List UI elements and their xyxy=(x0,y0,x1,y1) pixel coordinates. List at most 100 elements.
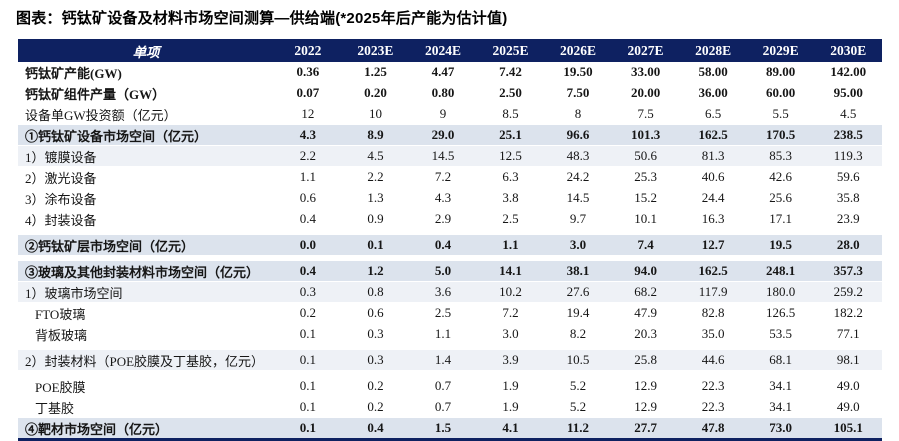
cell: 81.3 xyxy=(679,145,747,167)
market-size-table: 单项 2022 2023E 2024E 2025E 2026E 2027E 2028E 2029… xyxy=(18,39,882,441)
cell: 27.6 xyxy=(544,281,612,303)
table-row: ③玻璃及其他封装材料市场空间（亿元） 0.4 1.2 5.0 14.1 38.1 94.0 1… xyxy=(18,261,882,282)
cell: 5.2 xyxy=(544,396,612,418)
cell: 5.5 xyxy=(746,103,815,125)
cell: 47.8 xyxy=(679,417,747,441)
cell: 1.25 xyxy=(341,62,410,83)
spacer-cell xyxy=(18,370,882,376)
cell: 33.00 xyxy=(611,62,680,83)
cell: 1.9 xyxy=(476,396,545,418)
table-row: 丁基胶 0.1 0.2 0.7 1.9 5.2 12.9 22.3 34.1 49.0 xyxy=(18,396,882,418)
row-label: FTO玻璃 xyxy=(18,302,275,324)
cell: 0.4 xyxy=(274,208,342,230)
table-row: 1）玻璃市场空间 0.3 0.8 3.6 10.2 27.6 68.2 117.9 180.0 2… xyxy=(18,281,882,303)
cell: 142.00 xyxy=(814,62,882,83)
table-header-row: 单项 2022 2023E 2024E 2025E 2026E 2027E 2028E 2029… xyxy=(18,39,882,62)
cell: 2.50 xyxy=(476,82,545,104)
cell: 29.0 xyxy=(409,124,477,146)
cell: 182.2 xyxy=(814,302,882,324)
cell: 12 xyxy=(274,103,342,125)
cell: 0.4 xyxy=(409,235,477,256)
row-label: POE胶膜 xyxy=(18,376,275,397)
column-header-year: 2026E xyxy=(544,39,612,62)
cell: 19.50 xyxy=(544,62,612,83)
row-label: ③玻璃及其他封装材料市场空间（亿元） xyxy=(18,261,275,282)
cell: 36.00 xyxy=(679,82,747,104)
row-label: 背板玻璃 xyxy=(18,323,275,345)
cell: 22.3 xyxy=(679,376,747,397)
cell: 24.2 xyxy=(544,166,612,188)
cell: 68.1 xyxy=(746,350,815,371)
row-label: 3）涂布设备 xyxy=(18,187,275,209)
table-row: 3）涂布设备 0.6 1.3 4.3 3.8 14.5 15.2 24.4 25.6 35.8 xyxy=(18,187,882,209)
table-row: 2）激光设备 1.1 2.2 7.2 6.3 24.2 25.3 40.6 42.6 59.6 xyxy=(18,166,882,188)
row-label: 钙钛矿组件产量（GW） xyxy=(18,82,275,104)
cell: 50.6 xyxy=(611,145,680,167)
cell: 82.8 xyxy=(679,302,747,324)
cell: 94.0 xyxy=(611,261,680,282)
cell: 12.9 xyxy=(611,376,680,397)
cell: 53.5 xyxy=(746,323,815,345)
column-header-year: 2030E xyxy=(814,39,882,62)
cell: 1.1 xyxy=(409,323,477,345)
table-row: 设备单GW投资额（亿元） 12 10 9 8.5 8 7.5 6.5 5.5 4.5 xyxy=(18,103,882,125)
cell: 8.5 xyxy=(476,103,545,125)
cell: 12.5 xyxy=(476,145,545,167)
cell: 180.0 xyxy=(746,281,815,303)
cell: 3.9 xyxy=(476,350,545,371)
cell: 73.0 xyxy=(746,417,815,441)
cell: 4.3 xyxy=(274,124,342,146)
cell: 10.5 xyxy=(544,350,612,371)
cell: 12.7 xyxy=(679,235,747,256)
row-spacer xyxy=(18,229,882,235)
cell: 162.5 xyxy=(679,124,747,146)
column-header-year: 2023E xyxy=(341,39,410,62)
spacer-cell xyxy=(18,344,882,350)
cell: 89.00 xyxy=(746,62,815,83)
cell: 248.1 xyxy=(746,261,815,282)
cell: 35.0 xyxy=(679,323,747,345)
cell: 60.00 xyxy=(746,82,815,104)
cell: 7.5 xyxy=(611,103,680,125)
cell: 3.0 xyxy=(544,235,612,256)
cell: 14.1 xyxy=(476,261,545,282)
cell: 10 xyxy=(341,103,410,125)
cell: 4.5 xyxy=(814,103,882,125)
table-row: 背板玻璃 0.1 0.3 1.1 3.0 8.2 20.3 35.0 53.5 77.1 xyxy=(18,323,882,345)
cell: 19.5 xyxy=(746,235,815,256)
cell: 49.0 xyxy=(814,376,882,397)
cell: 119.3 xyxy=(814,145,882,167)
table-row: POE胶膜 0.1 0.2 0.7 1.9 5.2 12.9 22.3 34.1 49.0 xyxy=(18,376,882,397)
cell: 0.2 xyxy=(341,396,410,418)
cell: 48.3 xyxy=(544,145,612,167)
row-label: 1）玻璃市场空间 xyxy=(18,281,275,303)
cell: 16.3 xyxy=(679,208,747,230)
cell: 7.2 xyxy=(476,302,545,324)
cell: 8.9 xyxy=(341,124,410,146)
column-header-year: 2024E xyxy=(409,39,477,62)
cell: 44.6 xyxy=(679,350,747,371)
cell: 24.4 xyxy=(679,187,747,209)
cell: 0.2 xyxy=(274,302,342,324)
cell: 20.00 xyxy=(611,82,680,104)
row-label: ②钙钛矿层市场空间（亿元） xyxy=(18,235,275,256)
cell: 3.6 xyxy=(409,281,477,303)
column-header-year: 2028E xyxy=(679,39,747,62)
column-header-year: 2029E xyxy=(746,39,815,62)
cell: 0.4 xyxy=(274,261,342,282)
cell: 1.3 xyxy=(341,187,410,209)
cell: 3.0 xyxy=(476,323,545,345)
column-header-item: 单项 xyxy=(18,39,275,62)
cell: 1.9 xyxy=(476,376,545,397)
cell: 4.5 xyxy=(341,145,410,167)
table-row: FTO玻璃 0.2 0.6 2.5 7.2 19.4 47.9 82.8 126.5 182.2 xyxy=(18,302,882,324)
cell: 27.7 xyxy=(611,417,680,441)
cell: 8.2 xyxy=(544,323,612,345)
row-label: 钙钛矿产能(GW) xyxy=(18,62,275,83)
cell: 10.1 xyxy=(611,208,680,230)
cell: 58.00 xyxy=(679,62,747,83)
cell: 7.2 xyxy=(409,166,477,188)
cell: 0.3 xyxy=(341,350,410,371)
table-body: 钙钛矿产能(GW) 0.36 1.25 4.47 7.42 19.50 33.00 58.00… xyxy=(18,62,882,441)
table-row: 4）封装设备 0.4 0.9 2.9 2.5 9.7 10.1 16.3 17.1 23.9 xyxy=(18,208,882,230)
